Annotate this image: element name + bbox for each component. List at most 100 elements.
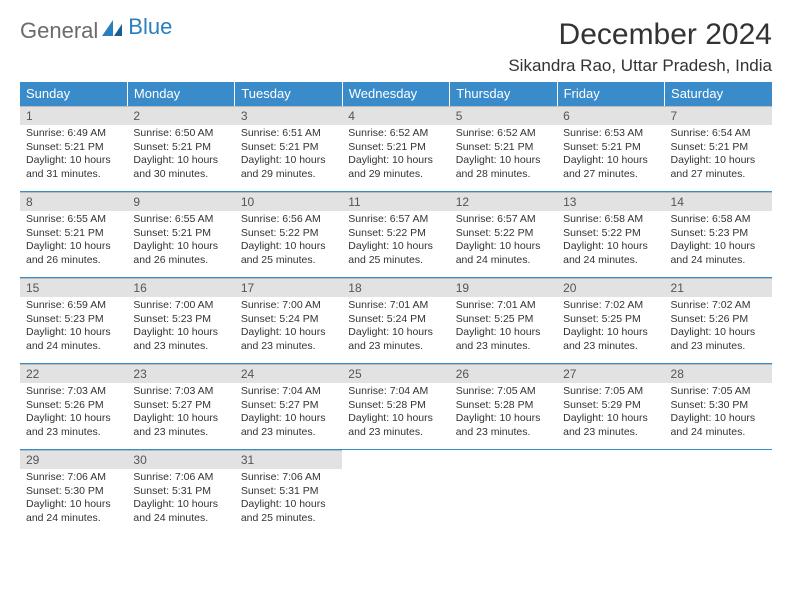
day-sunrise: Sunrise: 7:06 AM bbox=[26, 471, 121, 485]
day-daylight: Daylight: 10 hours and 23 minutes. bbox=[133, 326, 228, 353]
day-number: 11 bbox=[342, 192, 449, 211]
day-sunrise: Sunrise: 7:02 AM bbox=[671, 299, 766, 313]
day-sunrise: Sunrise: 7:03 AM bbox=[26, 385, 121, 399]
day-sunrise: Sunrise: 7:03 AM bbox=[133, 385, 228, 399]
day-number: 19 bbox=[450, 278, 557, 297]
day-info: Sunrise: 7:06 AMSunset: 5:30 PMDaylight:… bbox=[20, 469, 127, 530]
day-daylight: Daylight: 10 hours and 23 minutes. bbox=[348, 326, 443, 353]
day-number: 14 bbox=[665, 192, 772, 211]
weekday-header: Saturday bbox=[665, 82, 772, 106]
day-daylight: Daylight: 10 hours and 23 minutes. bbox=[671, 326, 766, 353]
day-sunrise: Sunrise: 7:06 AM bbox=[133, 471, 228, 485]
day-sunset: Sunset: 5:31 PM bbox=[241, 485, 336, 499]
page-title: December 2024 bbox=[508, 18, 772, 52]
day-daylight: Daylight: 10 hours and 23 minutes. bbox=[563, 412, 658, 439]
day-sunrise: Sunrise: 6:55 AM bbox=[133, 213, 228, 227]
day-sunset: Sunset: 5:21 PM bbox=[563, 141, 658, 155]
calendar-cell: 15Sunrise: 6:59 AMSunset: 5:23 PMDayligh… bbox=[20, 278, 127, 364]
calendar-table: SundayMondayTuesdayWednesdayThursdayFrid… bbox=[20, 82, 772, 536]
brand-logo: General Blue bbox=[20, 18, 172, 44]
calendar-row: 15Sunrise: 6:59 AMSunset: 5:23 PMDayligh… bbox=[20, 278, 772, 364]
day-daylight: Daylight: 10 hours and 23 minutes. bbox=[563, 326, 658, 353]
calendar-cell: 3Sunrise: 6:51 AMSunset: 5:21 PMDaylight… bbox=[235, 106, 342, 192]
brand-second: Blue bbox=[128, 14, 172, 40]
calendar-cell-empty bbox=[450, 450, 557, 536]
calendar-cell: 11Sunrise: 6:57 AMSunset: 5:22 PMDayligh… bbox=[342, 192, 449, 278]
day-sunset: Sunset: 5:23 PM bbox=[26, 313, 121, 327]
day-sunrise: Sunrise: 7:00 AM bbox=[241, 299, 336, 313]
day-info: Sunrise: 6:57 AMSunset: 5:22 PMDaylight:… bbox=[450, 211, 557, 272]
location-text: Sikandra Rao, Uttar Pradesh, India bbox=[508, 56, 772, 76]
calendar-cell: 4Sunrise: 6:52 AMSunset: 5:21 PMDaylight… bbox=[342, 106, 449, 192]
day-daylight: Daylight: 10 hours and 29 minutes. bbox=[241, 154, 336, 181]
weekday-header: Thursday bbox=[450, 82, 557, 106]
day-sunrise: Sunrise: 6:54 AM bbox=[671, 127, 766, 141]
day-info: Sunrise: 6:57 AMSunset: 5:22 PMDaylight:… bbox=[342, 211, 449, 272]
day-info: Sunrise: 6:51 AMSunset: 5:21 PMDaylight:… bbox=[235, 125, 342, 186]
day-number: 27 bbox=[557, 364, 664, 383]
day-info: Sunrise: 7:04 AMSunset: 5:27 PMDaylight:… bbox=[235, 383, 342, 444]
day-daylight: Daylight: 10 hours and 25 minutes. bbox=[241, 240, 336, 267]
day-sunset: Sunset: 5:23 PM bbox=[133, 313, 228, 327]
day-number: 10 bbox=[235, 192, 342, 211]
calendar-cell: 18Sunrise: 7:01 AMSunset: 5:24 PMDayligh… bbox=[342, 278, 449, 364]
day-sunset: Sunset: 5:24 PM bbox=[348, 313, 443, 327]
day-sunset: Sunset: 5:26 PM bbox=[671, 313, 766, 327]
day-daylight: Daylight: 10 hours and 24 minutes. bbox=[26, 326, 121, 353]
calendar-cell: 25Sunrise: 7:04 AMSunset: 5:28 PMDayligh… bbox=[342, 364, 449, 450]
calendar-cell: 9Sunrise: 6:55 AMSunset: 5:21 PMDaylight… bbox=[127, 192, 234, 278]
calendar-cell: 20Sunrise: 7:02 AMSunset: 5:25 PMDayligh… bbox=[557, 278, 664, 364]
day-info: Sunrise: 7:05 AMSunset: 5:30 PMDaylight:… bbox=[665, 383, 772, 444]
day-number: 6 bbox=[557, 106, 664, 125]
day-info: Sunrise: 7:05 AMSunset: 5:28 PMDaylight:… bbox=[450, 383, 557, 444]
weekday-header: Friday bbox=[557, 82, 664, 106]
day-sunrise: Sunrise: 6:56 AM bbox=[241, 213, 336, 227]
day-sunrise: Sunrise: 6:58 AM bbox=[671, 213, 766, 227]
day-sunset: Sunset: 5:25 PM bbox=[563, 313, 658, 327]
day-sunset: Sunset: 5:30 PM bbox=[671, 399, 766, 413]
calendar-cell: 29Sunrise: 7:06 AMSunset: 5:30 PMDayligh… bbox=[20, 450, 127, 536]
calendar-cell: 7Sunrise: 6:54 AMSunset: 5:21 PMDaylight… bbox=[665, 106, 772, 192]
day-sunset: Sunset: 5:21 PM bbox=[671, 141, 766, 155]
day-sunrise: Sunrise: 7:04 AM bbox=[241, 385, 336, 399]
calendar-cell: 22Sunrise: 7:03 AMSunset: 5:26 PMDayligh… bbox=[20, 364, 127, 450]
day-number: 28 bbox=[665, 364, 772, 383]
day-number: 26 bbox=[450, 364, 557, 383]
day-info: Sunrise: 6:59 AMSunset: 5:23 PMDaylight:… bbox=[20, 297, 127, 358]
day-sunset: Sunset: 5:21 PM bbox=[456, 141, 551, 155]
day-sunset: Sunset: 5:21 PM bbox=[348, 141, 443, 155]
day-sunset: Sunset: 5:21 PM bbox=[26, 227, 121, 241]
day-sunrise: Sunrise: 7:01 AM bbox=[456, 299, 551, 313]
day-number: 12 bbox=[450, 192, 557, 211]
day-sunrise: Sunrise: 6:57 AM bbox=[348, 213, 443, 227]
day-info: Sunrise: 7:06 AMSunset: 5:31 PMDaylight:… bbox=[127, 469, 234, 530]
header: General Blue December 2024 Sikandra Rao,… bbox=[20, 18, 772, 76]
calendar-cell: 6 Sunrise: 6:53 AMSunset: 5:21 PMDaylight… bbox=[557, 106, 664, 192]
calendar-cell: 31Sunrise: 7:06 AMSunset: 5:31 PMDayligh… bbox=[235, 450, 342, 536]
day-number: 3 bbox=[235, 106, 342, 125]
day-sunset: Sunset: 5:21 PM bbox=[133, 227, 228, 241]
day-number: 13 bbox=[557, 192, 664, 211]
day-number: 5 bbox=[450, 106, 557, 125]
day-info: Sunrise: 6:49 AMSunset: 5:21 PMDaylight:… bbox=[20, 125, 127, 186]
day-sunrise: Sunrise: 6:53 AM bbox=[563, 127, 658, 141]
day-daylight: Daylight: 10 hours and 24 minutes. bbox=[671, 240, 766, 267]
day-daylight: Daylight: 10 hours and 24 minutes. bbox=[563, 240, 658, 267]
weekday-header-row: SundayMondayTuesdayWednesdayThursdayFrid… bbox=[20, 82, 772, 106]
day-info: Sunrise: 7:01 AMSunset: 5:24 PMDaylight:… bbox=[342, 297, 449, 358]
day-number: 21 bbox=[665, 278, 772, 297]
day-number: 7 bbox=[665, 106, 772, 125]
day-number: 30 bbox=[127, 450, 234, 469]
day-sunrise: Sunrise: 6:57 AM bbox=[456, 213, 551, 227]
calendar-cell: 5Sunrise: 6:52 AMSunset: 5:21 PMDaylight… bbox=[450, 106, 557, 192]
calendar-cell: 23Sunrise: 7:03 AMSunset: 5:27 PMDayligh… bbox=[127, 364, 234, 450]
day-sunset: Sunset: 5:26 PM bbox=[26, 399, 121, 413]
day-daylight: Daylight: 10 hours and 24 minutes. bbox=[133, 498, 228, 525]
day-daylight: Daylight: 10 hours and 27 minutes. bbox=[563, 154, 658, 181]
day-sunrise: Sunrise: 6:52 AM bbox=[348, 127, 443, 141]
calendar-row: 1Sunrise: 6:49 AMSunset: 5:21 PMDaylight… bbox=[20, 106, 772, 192]
day-sunset: Sunset: 5:21 PM bbox=[26, 141, 121, 155]
day-info: Sunrise: 7:02 AMSunset: 5:25 PMDaylight:… bbox=[557, 297, 664, 358]
day-daylight: Daylight: 10 hours and 23 minutes. bbox=[456, 326, 551, 353]
day-number: 20 bbox=[557, 278, 664, 297]
